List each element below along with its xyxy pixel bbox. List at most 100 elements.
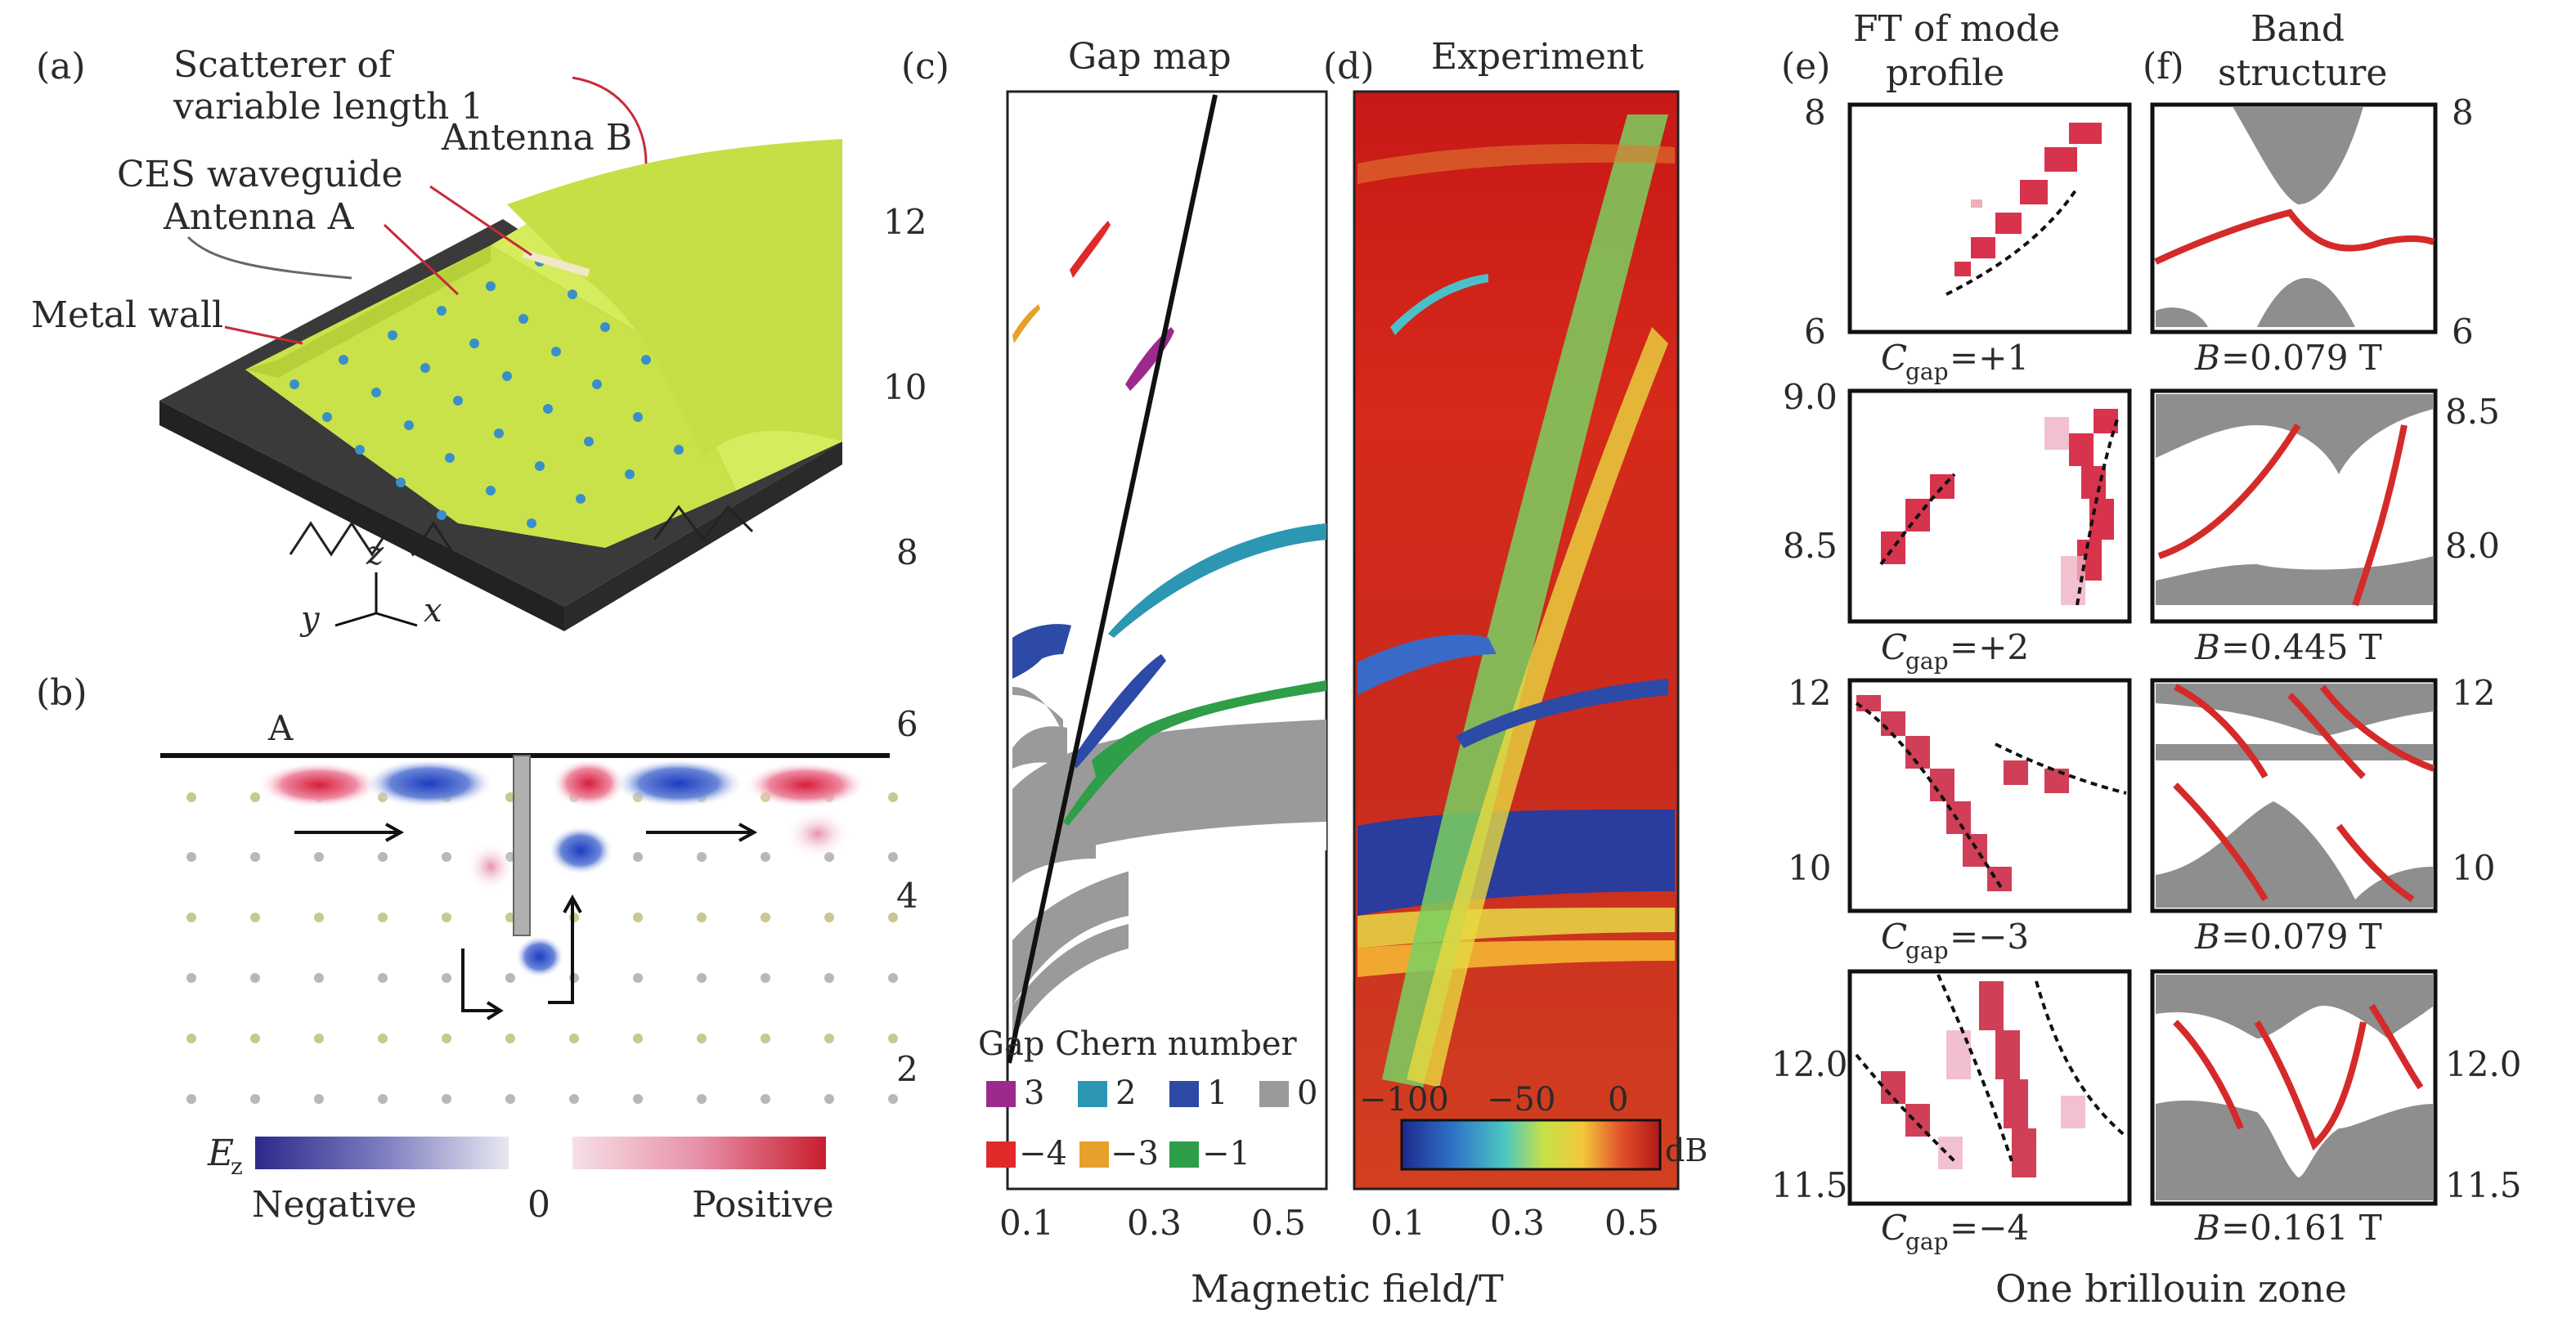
axis-x-label: x [424,592,442,630]
panel-f-title-2: structure [2218,52,2387,94]
axis-y-label: y [299,600,321,638]
gap-cm4 [1070,221,1111,278]
scatterer-bar [513,755,531,936]
cb-tick-m100: −100 [1359,1081,1449,1119]
panel-d: (d) Experiment −100 −50 0 dB 0.1 0.3 0.5 [1323,36,1708,1243]
e3-caption-sub: gap [1905,937,1949,964]
lattice-dot [505,1094,515,1104]
lattice-dot [633,913,643,922]
lattice-dot [761,1034,770,1043]
gap-c0-lower-2 [1012,859,1129,1006]
lattice-dot [761,1094,770,1104]
marker-a: A [267,708,294,748]
lattice-dot [888,913,898,922]
lattice-dot [888,1034,898,1043]
legend-label-1: 1 [1207,1074,1227,1112]
negative-label: Negative [252,1184,417,1226]
lattice-dot [442,1094,451,1104]
legend-label-m3: −3 [1111,1135,1159,1173]
lattice-dot [250,1094,260,1104]
lattice-dot [250,1034,260,1043]
lattice-dot [824,913,834,922]
ces-waveguide-label: CES waveguide [117,154,403,195]
lattice-dots [289,257,684,528]
zero-label: 0 [527,1184,550,1226]
e1-ytick-bottom: 6 [1804,312,1826,352]
axis-z-label: z [366,535,384,572]
lattice-dot [442,852,451,862]
panel-e: (e) FT of mode profile 8 6 C gap =+1 9.0… [1771,8,2132,1255]
legend-swatch-m3 [1079,1141,1109,1168]
panel-c-yticks: 2 4 6 8 10 12 [883,202,927,1089]
lattice-dot [505,1034,515,1043]
xtick-0-5: 0.5 [1251,1203,1306,1243]
panel-f: (f) Band structure 8 6 B =0.079 T 8.5 8.… [2143,8,2522,1248]
f4-caption-val: =0.161 T [2221,1208,2382,1248]
e3-caption-c: C [1881,917,1907,957]
lattice-dot [378,852,388,862]
axis-triad [334,572,418,627]
legend-label-m1: −1 [1202,1135,1250,1173]
metal-wall-label: Metal wall [31,294,223,336]
e3-caption-val: =−3 [1950,917,2029,957]
panel-f-title-1: Band [2251,8,2345,50]
lattice-dot [314,913,324,922]
lattice-dot [569,1034,579,1043]
e2-caption-val: =+2 [1950,627,2029,667]
lattice-dot [824,973,834,983]
f4-ytick-bottom: 11.5 [2445,1165,2522,1205]
ytick-8: 8 [896,532,918,572]
lattice-dot [250,852,260,862]
experiment-features [1358,114,1675,1088]
legend-label-3: 3 [1024,1074,1044,1112]
lattice-dot [314,1034,324,1043]
panel-b-label: (b) [36,672,88,714]
cb-tick-m50: −50 [1487,1081,1555,1119]
legend-label-m4: −4 [1019,1135,1067,1173]
field-subscript: z [231,1153,243,1180]
d-xtick-0-3: 0.3 [1490,1203,1545,1243]
panel-e-label: (e) [1781,46,1830,87]
lattice-dot [888,852,898,862]
panel-c-label: (c) [901,46,949,87]
legend-swatch-0 [1259,1081,1289,1107]
e1-caption-val: =+1 [1950,338,2029,378]
f3-ytick-top: 12 [2452,673,2495,713]
legend-swatch-2 [1078,1081,1107,1107]
lattice-dot [633,1034,643,1043]
lattice-dot [824,1094,834,1104]
lattice-dot [250,913,260,922]
lattice-dot [697,1094,707,1104]
e1-caption-sub: gap [1905,358,1949,385]
experiment-colorbar [1400,1119,1662,1171]
lattice-dot [824,1034,834,1043]
lattice-dot [378,1034,388,1043]
diagonal-line [1007,94,1218,1064]
f4-ytick-top: 12.0 [2445,1044,2522,1084]
cb-unit: dB [1665,1132,1708,1168]
lattice-dot [314,973,324,983]
panel-c-xticks: 0.1 0.3 0.5 [999,1203,1306,1243]
lattice-dot [697,913,707,922]
scatterer-label: Scatterer of [173,44,394,86]
gap-c0-lower [1012,720,1326,932]
gap-c-1-a [1092,680,1326,777]
f1-ytick-bottom: 6 [2452,312,2474,352]
e3-ytick-top: 12 [1788,673,1831,713]
e4-ytick-bottom: 11.5 [1771,1165,1848,1205]
ytick-2: 2 [896,1049,918,1089]
panel-b: (b) A E z Negative 0 Po [36,672,898,1226]
f2-ytick-bottom: 8.0 [2445,526,2500,566]
lattice-dot [186,973,196,983]
gap-c0-upper [1012,687,1063,736]
lattice-dot [250,973,260,983]
panel-a-label: (a) [36,46,86,87]
lattice-dot [314,852,324,862]
lattice-dot [888,792,898,802]
gap-cm3 [1012,304,1040,343]
f2-caption-val: =0.445 T [2221,627,2382,667]
panel-a: (a) Scatterer of variable length 1 [31,44,842,638]
lattice-dot [378,1094,388,1104]
e1-caption-c: C [1881,338,1907,378]
